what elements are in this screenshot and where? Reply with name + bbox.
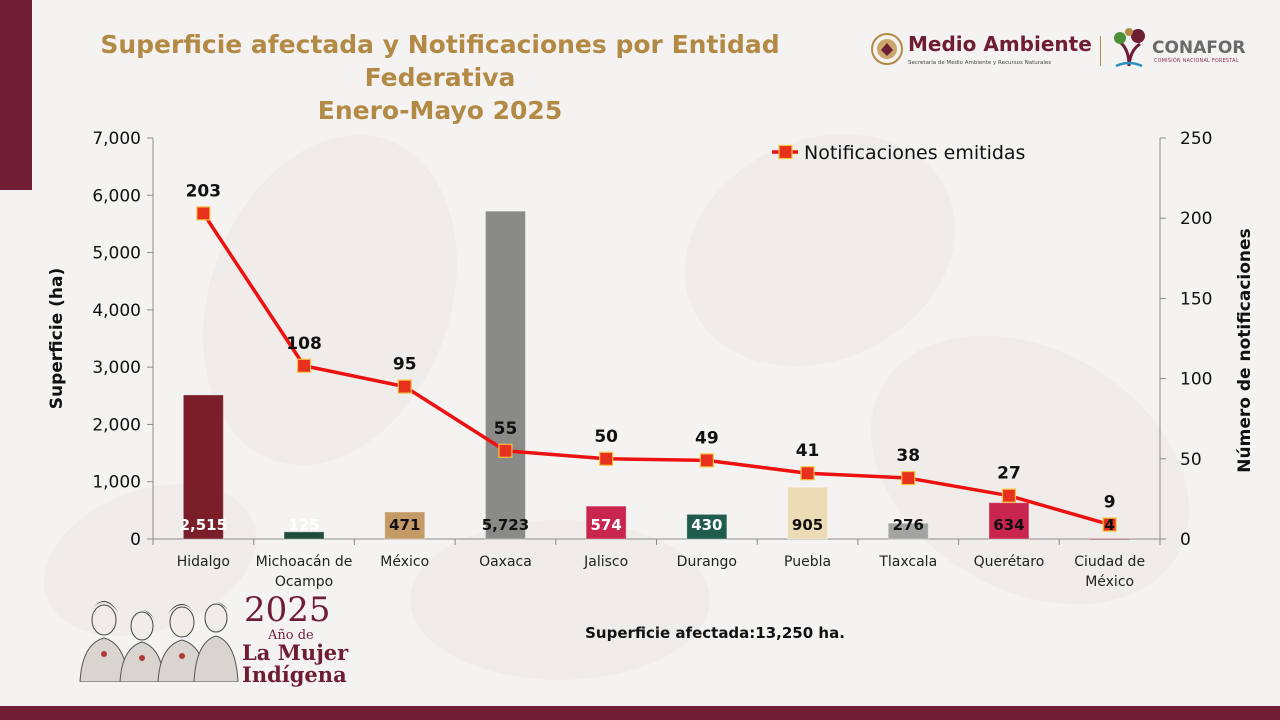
bar (686, 513, 728, 540)
total-area-summary: Superficie afectada:13,250 ha. (585, 624, 845, 642)
left-accent-bar (0, 0, 32, 190)
legend-marker-swatch (778, 144, 793, 160)
left-y-tick-label: 5,000 (92, 244, 141, 264)
bar-data-label: 276 (893, 516, 924, 534)
notifications-data-label: 55 (494, 419, 518, 439)
year-logo-line3: Indígena (242, 662, 347, 687)
bar (384, 511, 426, 540)
notifications-data-label: 27 (997, 464, 1021, 484)
left-y-tick-label: 0 (130, 530, 141, 550)
x-category-label: Ciudad de (1074, 554, 1145, 570)
medio-ambiente-subtitle: Secretaría de Medio Ambiente y Recursos … (908, 60, 1052, 66)
bar (1089, 538, 1131, 541)
bar-data-label: 4 (1104, 516, 1114, 534)
x-category-label: Jalisco (583, 554, 628, 570)
x-category-label: Oaxaca (479, 554, 532, 570)
medio-ambiente-logo: Medio Ambiente Secretaría de Medio Ambie… (868, 30, 1098, 70)
x-category-label: Michoacán de (256, 554, 353, 570)
x-category-label: Querétaro (974, 554, 1045, 570)
right-y-axis-title: Número de notificaciones (1235, 228, 1255, 472)
right-y-tick-label: 0 (1180, 530, 1191, 550)
notifications-marker (498, 443, 513, 458)
notifications-marker (397, 379, 412, 394)
notifications-marker (1102, 517, 1117, 532)
year-logo-number: 2025 (244, 590, 331, 630)
notifications-data-label: 203 (186, 181, 222, 201)
legend-label: Notificaciones emitidas (804, 142, 1025, 164)
notifications-marker (800, 466, 815, 481)
x-category-label: Tlaxcala (878, 554, 937, 570)
conafor-logo: CONAFOR COMISIÓN NACIONAL FORESTAL (1108, 26, 1258, 74)
x-category-label: México (1085, 574, 1134, 590)
bar-data-label: 125 (288, 516, 319, 534)
indigenous-women-illustration-icon (79, 601, 239, 682)
notifications-marker (296, 358, 312, 373)
bar-data-label: 430 (691, 516, 722, 534)
notifications-marker (699, 453, 714, 468)
x-category-label: Ocampo (275, 574, 333, 590)
left-y-tick-label: 1,000 (92, 473, 141, 493)
left-y-tick-label: 3,000 (92, 358, 141, 378)
notifications-marker (901, 470, 916, 486)
header-logos: Medio Ambiente Secretaría de Medio Ambie… (868, 26, 1258, 74)
notifications-data-label: 95 (393, 355, 417, 375)
x-category-label: Puebla (784, 554, 831, 570)
notifications-marker (1001, 488, 1017, 503)
left-y-tick-label: 6,000 (92, 186, 141, 206)
chart: 0 1,000 2,000 3,000 4,000 5,000 6,000 7,000 0 50 1… (47, 129, 1255, 590)
bar-data-label: 471 (389, 516, 420, 534)
notifications-line (201, 212, 1111, 527)
bar (484, 210, 526, 540)
left-y-tick-label: 2,000 (92, 415, 141, 435)
chart-title-line2: Enero-Mayo 2025 (317, 96, 563, 125)
bottom-accent-bar (0, 706, 1280, 720)
conafor-name: CONAFOR (1152, 38, 1246, 58)
bar-data-label: 634 (993, 516, 1024, 534)
left-y-tick-label: 4,000 (92, 301, 141, 321)
bar (182, 394, 224, 540)
notifications-data-label: 38 (896, 446, 920, 466)
bar-data-label: 2,515 (180, 516, 227, 534)
bar-data-label: 905 (792, 516, 823, 534)
right-y-tick-label: 150 (1180, 289, 1212, 309)
notifications-marker (599, 451, 614, 466)
bar (887, 522, 929, 540)
bar (585, 505, 627, 540)
tree-icon (1114, 28, 1145, 68)
chart-title: Superficie afectada y Notificaciones por… (40, 28, 840, 127)
notifications-data-label: 50 (594, 427, 618, 447)
year-logo-line2: La Mujer (242, 640, 349, 665)
x-category-label: México (380, 554, 429, 570)
chart-title-line1: Superficie afectada y Notificaciones por… (100, 30, 780, 92)
right-y-tick-label: 200 (1180, 209, 1212, 229)
eagle-seal-icon (871, 33, 903, 65)
conafor-subtitle: COMISIÓN NACIONAL FORESTAL (1154, 59, 1239, 64)
x-category-label: Hidalgo (177, 554, 230, 570)
notifications-data-label: 108 (286, 334, 322, 354)
x-category-label: Durango (677, 554, 737, 570)
bar-data-label: 574 (590, 516, 621, 534)
right-y-tick-label: 50 (1180, 450, 1202, 470)
bar-data-label: 5,723 (482, 516, 529, 534)
year-logo-subtitle: Año de (268, 628, 314, 643)
notifications-data-label: 49 (695, 428, 719, 448)
right-y-tick-label: 100 (1180, 370, 1212, 390)
notifications-marker (196, 206, 211, 221)
medio-ambiente-name: Medio Ambiente (908, 32, 1092, 56)
notifications-data-label: 41 (796, 441, 820, 461)
notifications-data-label: 9 (1104, 493, 1116, 513)
bar (787, 486, 829, 540)
bar (283, 531, 325, 540)
logo-separator (1100, 36, 1101, 66)
left-y-tick-label: 7,000 (92, 129, 141, 149)
left-y-axis-title: Superficie (ha) (47, 268, 67, 410)
right-y-tick-label: 250 (1180, 129, 1212, 149)
